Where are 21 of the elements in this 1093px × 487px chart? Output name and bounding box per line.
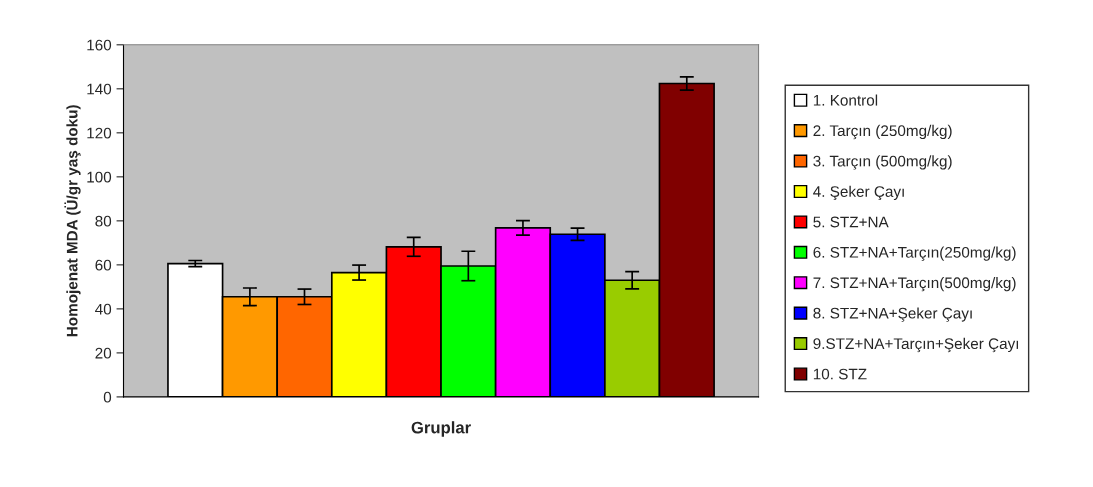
y-tick-label: 100 — [87, 171, 112, 183]
y-tick-label: 140 — [87, 83, 112, 95]
y-tick-label: 120 — [87, 127, 112, 139]
x-axis-title: Gruplar — [411, 421, 471, 437]
y-tick-label: 160 — [87, 39, 112, 51]
legend-label: 6. STZ+NA+Tarçın(250mg/kg) — [813, 246, 1016, 261]
legend-label: 4. Şeker Çayı — [813, 185, 904, 201]
legend-label: 3. Tarçın (500mg/kg) — [813, 155, 952, 170]
legend-label: 8. STZ+NA+Şeker Çayı — [813, 307, 972, 322]
y-tick-label: 20 — [95, 347, 112, 359]
y-tick-label: 0 — [103, 391, 112, 403]
legend-label: 7. STZ+NA+Tarçın(500mg/kg) — [813, 276, 1016, 292]
legend-label: 5. STZ+NA — [813, 216, 889, 228]
y-tick-label: 40 — [95, 303, 112, 315]
y-tick-label: 80 — [95, 215, 112, 227]
legend-label: 1. Kontrol — [813, 94, 878, 106]
legend-label: 9.STZ+NA+Tarçın+Şeker Çayı — [813, 337, 1019, 353]
legend-label: 2. Tarçın (250mg/kg) — [813, 124, 952, 140]
y-tick-label: 60 — [95, 259, 112, 271]
y-axis-title: Homojenat MDA (Ü/gr yaş doku) — [64, 105, 81, 337]
legend-label: 10. STZ — [813, 368, 867, 380]
